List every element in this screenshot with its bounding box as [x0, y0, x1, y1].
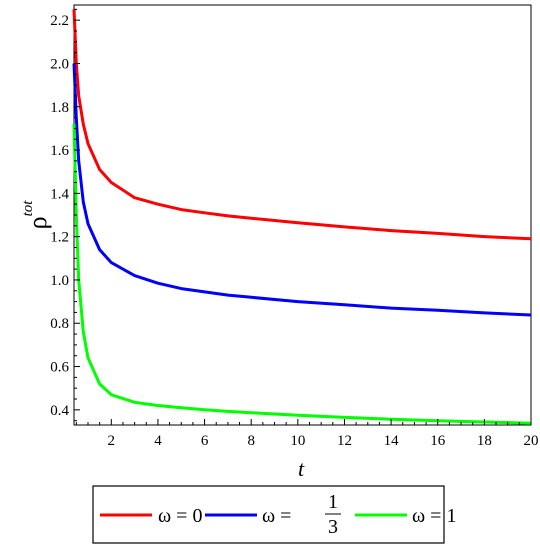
y-tick-label: 1.4: [50, 186, 69, 202]
series-line-0: [72, 9, 532, 241]
svg-text:ρtot: ρtot: [20, 200, 52, 230]
series-line-2: [72, 124, 532, 425]
x-tick-label: 12: [337, 433, 352, 449]
y-axis-ticks: 0.4 0.6 0.8 1.0 1.2 1.4 1.6 1.8 2.0 2.2: [50, 8, 80, 422]
x-axis-ticks: 2 4 6 8 10 12 14 16 18 20: [75, 419, 539, 449]
x-tick-label: 20: [524, 433, 539, 449]
plot-area: 2 4 6 8 10 12 14 16 18 20 0.4 0.6 0.8 1.0 1.2 1.4 1.6 1.…: [50, 4, 539, 449]
y-tick-label: 2.2: [50, 13, 69, 29]
legend-label-omega-1: ω = 1: [412, 505, 456, 527]
legend-fraction-denominator: 3: [328, 516, 338, 538]
x-axis-title: t: [298, 456, 305, 481]
y-tick-label: 1.8: [50, 100, 69, 116]
x-tick-label: 4: [154, 433, 162, 449]
legend-label-omega-1-3: ω =: [262, 505, 291, 527]
y-tick-label: 1.0: [50, 273, 69, 289]
y-tick-label: 1.6: [50, 143, 69, 159]
y-axis-title: ρtot: [20, 200, 52, 230]
x-tick-label: 10: [290, 433, 305, 449]
x-tick-label: 14: [384, 433, 400, 449]
x-tick-label: 6: [201, 433, 209, 449]
y-tick-label: 0.6: [50, 360, 69, 376]
legend-fraction-numerator: 1: [328, 491, 338, 513]
plot-frame: [73, 4, 532, 426]
y-tick-label: 0.4: [50, 403, 69, 419]
y-axis-title-superscript: tot: [20, 200, 36, 217]
x-tick-label: 18: [477, 433, 492, 449]
y-axis-title-symbol: ρ: [23, 216, 52, 229]
y-tick-label: 0.8: [50, 316, 69, 332]
x-tick-label: 16: [430, 433, 446, 449]
series-layer: [72, 9, 532, 425]
legend-label-omega-0: ω = 0: [158, 505, 202, 527]
legend: ω = 0 ω = 1 3 ω = 1: [92, 485, 456, 544]
x-tick-label: 2: [108, 433, 116, 449]
y-tick-label: 2.0: [50, 56, 69, 72]
x-tick-label: 8: [247, 433, 255, 449]
series-line-1: [72, 63, 532, 317]
y-tick-label: 1.2: [50, 230, 69, 246]
